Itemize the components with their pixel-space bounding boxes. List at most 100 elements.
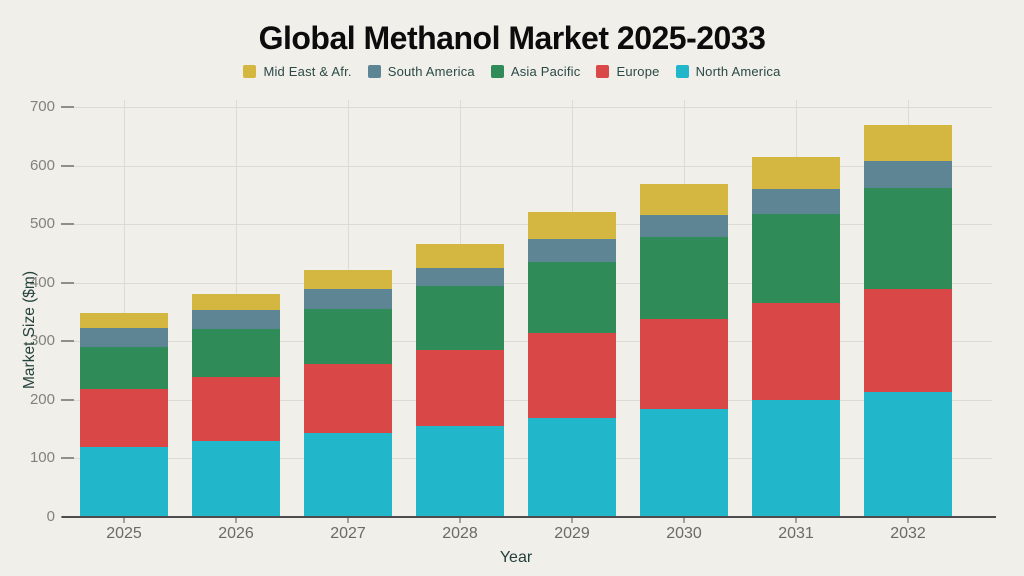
x-tick-label-2025: 2025 [106, 525, 142, 542]
x-axis-title: Year [499, 549, 533, 566]
legend: Mid East & Afr. South America Asia Pacific… [0, 64, 1024, 79]
bar-segment-2031-south-america [752, 189, 840, 215]
y-tick-label-600: 600 [29, 156, 55, 174]
y-tick-label-0: 0 [46, 508, 55, 525]
bar-segment-2030-south-america [640, 215, 728, 238]
bar-segment-2032-north-america [864, 391, 952, 517]
y-axis-title: Market Size ($m) [21, 271, 38, 389]
bar-segment-2026-asia-pacific [192, 329, 280, 378]
bar-segment-2031-europe [752, 302, 840, 400]
bar-segment-2028-mid-east-afr [416, 244, 504, 269]
y-tick-label-700: 700 [29, 98, 55, 115]
bar-segment-2029-asia-pacific [528, 262, 616, 333]
bar-segment-2030-asia-pacific [640, 237, 728, 320]
x-tick-mark-2030 [683, 518, 685, 523]
y-tick-label-400: 400 [29, 273, 55, 291]
bar-segment-2025-mid-east-afr [80, 313, 168, 329]
bar-segment-2027-europe [304, 364, 392, 433]
x-tick-mark-2027 [347, 518, 349, 523]
legend-label-south-america: South America [387, 64, 475, 79]
legend-item-europe: Europe [596, 64, 659, 79]
bar-2025 [80, 313, 168, 517]
x-tick-label-2026: 2026 [218, 525, 254, 542]
bar-segment-2029-north-america [528, 418, 616, 517]
y-tick-label-500: 500 [29, 215, 55, 233]
bar-segment-2032-mid-east-afr [864, 125, 952, 161]
x-tick-mark-2025 [123, 518, 125, 523]
bar-segment-2029-south-america [528, 239, 616, 263]
legend-label-north-america: North America [695, 64, 781, 79]
gridline-h-100 [62, 458, 992, 460]
bar-segment-2032-europe [864, 289, 952, 392]
gridline-h-300 [62, 341, 992, 343]
asia-pacific-swatch-icon [490, 65, 504, 78]
x-tick-mark-2028 [459, 518, 461, 523]
legend-item-south-america: South America [367, 64, 475, 79]
chart-title: Global Methanol Market 2025-2033 [258, 20, 766, 56]
y-tick-mark-300 [61, 340, 74, 343]
bar-2030 [640, 183, 728, 517]
legend-label-asia-pacific: Asia Pacific [510, 64, 581, 79]
bar-segment-2030-mid-east-afr [640, 183, 728, 216]
bar-segment-2026-south-america [192, 310, 280, 329]
x-tick-label-2030: 2030 [666, 525, 702, 542]
legend-label-europe: Europe [616, 64, 660, 79]
gridline-h-700 [62, 107, 992, 108]
y-tick-mark-600 [61, 164, 74, 167]
legend-label-mid-east-afr: Mid East & Afr. [263, 64, 352, 79]
x-tick-label-2032: 2032 [890, 525, 926, 542]
bar-segment-2025-europe [80, 388, 168, 448]
bar-segment-2028-south-america [416, 268, 504, 287]
bar-segment-2028-europe [416, 350, 504, 427]
x-tick-label-2029: 2029 [554, 525, 590, 542]
x-tick-mark-2026 [235, 518, 237, 523]
bar-2029 [528, 211, 616, 517]
gridline-h-600 [62, 165, 992, 167]
y-tick-mark-700 [61, 106, 74, 108]
y-tick-label-100: 100 [29, 449, 55, 467]
gridline-h-200 [62, 399, 992, 401]
bar-segment-2027-south-america [304, 289, 392, 310]
x-tick-label-2027: 2027 [330, 525, 366, 542]
bar-segment-2030-europe [640, 319, 728, 410]
bar-segment-2031-asia-pacific [752, 214, 840, 303]
bar-segment-2025-south-america [80, 328, 168, 347]
legend-item-asia-pacific: Asia Pacific [490, 64, 581, 79]
x-tick-mark-2031 [795, 518, 797, 523]
bar-segment-2025-north-america [80, 447, 168, 517]
north-america-swatch-icon [675, 65, 689, 78]
mid-east-afr-swatch-icon [243, 65, 257, 78]
bar-2027 [304, 269, 392, 517]
x-axis-line [62, 516, 996, 518]
y-tick-mark-500 [61, 223, 74, 226]
bar-segment-2027-north-america [304, 432, 392, 517]
bar-2026 [192, 293, 280, 517]
y-tick-label-200: 200 [29, 390, 55, 408]
y-tick-label-300: 300 [29, 332, 55, 350]
y-tick-mark-400 [61, 281, 74, 284]
bar-segment-2026-mid-east-afr [192, 293, 280, 311]
y-tick-mark-200 [61, 398, 74, 401]
legend-item-mid-east-afr: Mid East & Afr. [243, 64, 352, 79]
bar-segment-2029-europe [528, 332, 616, 418]
bar-segment-2031-north-america [752, 399, 840, 517]
bar-segment-2032-south-america [864, 160, 952, 188]
gridline-h-400 [62, 282, 992, 284]
bar-2031 [752, 157, 840, 517]
bar-segment-2027-mid-east-afr [304, 269, 392, 290]
bar-segment-2025-asia-pacific [80, 346, 168, 389]
bar-2028 [416, 244, 504, 517]
y-tick-mark-100 [61, 457, 74, 460]
bar-segment-2029-mid-east-afr [528, 211, 616, 240]
gridline-v-2025 [124, 100, 125, 517]
x-tick-label-2031: 2031 [778, 525, 814, 542]
bar-segment-2030-north-america [640, 409, 728, 517]
bar-segment-2028-asia-pacific [416, 286, 504, 351]
bar-segment-2028-north-america [416, 426, 504, 517]
bar-segment-2032-asia-pacific [864, 187, 952, 290]
bar-segment-2031-mid-east-afr [752, 157, 840, 190]
bar-segment-2027-asia-pacific [304, 309, 392, 365]
legend-item-north-america: North America [675, 64, 781, 79]
bar-segment-2026-north-america [192, 441, 280, 517]
